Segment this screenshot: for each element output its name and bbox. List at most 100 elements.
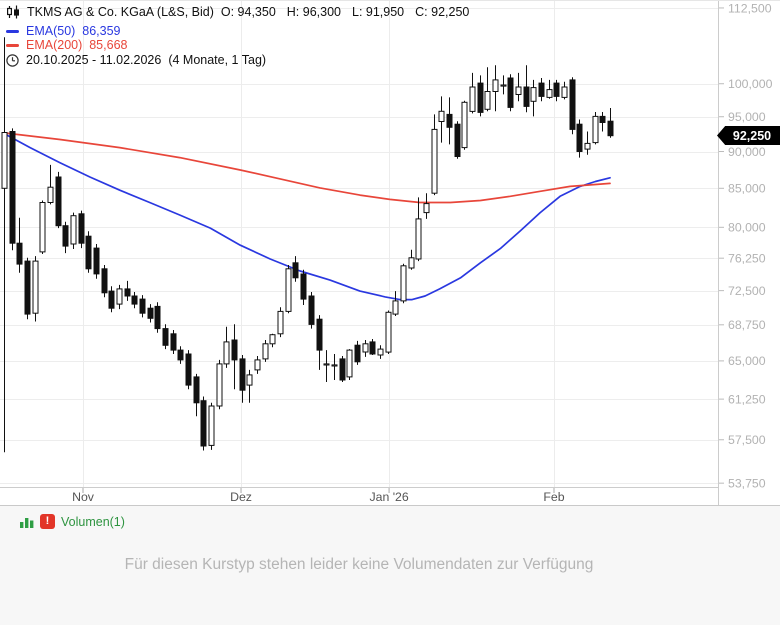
candle-body xyxy=(469,86,476,112)
candle-body xyxy=(369,341,376,355)
y-axis-label: 53,750 xyxy=(728,477,766,491)
y-axis-label: 80,000 xyxy=(728,221,766,235)
candle-body xyxy=(431,128,438,194)
no-volume-message: Für diesen Kurstyp stehen leider keine V… xyxy=(124,556,594,573)
candle-body xyxy=(523,86,530,107)
y-axis-label: 65,000 xyxy=(728,354,766,368)
candlestick-chart[interactable]: 112,500 100,000 95,000 90,000 85,000 80,000 76… xyxy=(0,0,780,505)
instrument-title: TKMS AG & Co. KGaA (L&S, Bid) xyxy=(27,5,214,19)
candle-body xyxy=(454,123,461,157)
candle-body xyxy=(316,318,323,351)
candle-body xyxy=(139,298,146,314)
bar-chart-icon xyxy=(20,518,34,528)
low-value: L: 91,950 xyxy=(352,5,405,19)
candle-body xyxy=(300,273,307,300)
last-price-badge: 92,250 xyxy=(717,126,780,145)
candle-body xyxy=(354,344,361,363)
date-range-row: 20.10.2025 - 11.02.2026 (4 Monate, 1 Tag… xyxy=(6,53,266,67)
y-axis-label: 90,000 xyxy=(728,145,766,159)
candle-body xyxy=(62,225,69,247)
candle-body xyxy=(561,86,568,98)
candle-body xyxy=(9,131,16,244)
candle-body xyxy=(515,86,522,95)
ema-lines xyxy=(3,132,611,301)
candle-body xyxy=(269,334,276,345)
candle-body xyxy=(507,77,514,108)
candle-body xyxy=(438,110,445,123)
y-axis-label: 85,000 xyxy=(728,182,766,196)
ema-line-EMA(200) xyxy=(3,132,611,204)
candle-body xyxy=(377,348,384,356)
gridlines xyxy=(0,0,718,487)
candle-body xyxy=(47,186,54,203)
y-axis-label: 61,250 xyxy=(728,392,766,406)
candle-body xyxy=(607,120,614,137)
candles xyxy=(1,37,614,453)
candle-body xyxy=(346,349,353,378)
candle-body xyxy=(216,363,223,407)
ema-line-EMA(50) xyxy=(3,132,611,301)
range-duration: (4 Monate, 1 Tag) xyxy=(168,53,267,67)
candle-body xyxy=(392,300,399,315)
ema50-dash-icon xyxy=(6,29,19,33)
x-axis-label: Dez xyxy=(230,490,252,504)
candle-body xyxy=(85,235,92,270)
candle-body xyxy=(39,202,46,253)
candle-body xyxy=(599,115,606,124)
candle-body xyxy=(108,290,115,309)
candle-body xyxy=(285,268,292,312)
candle-body xyxy=(32,260,39,314)
candle-body xyxy=(24,260,31,315)
candle-body xyxy=(193,376,200,404)
candle-body xyxy=(492,79,499,93)
candle-body xyxy=(538,82,545,97)
candle-body xyxy=(553,82,560,97)
chart-title-row: TKMS AG & Co. KGaA (L&S, Bid) O: 94,350 … xyxy=(6,5,469,19)
candle-body xyxy=(584,142,591,150)
candle-body xyxy=(592,115,599,144)
candle-body xyxy=(262,343,269,360)
legend-item-ema50[interactable]: EMA(50) 86,359 xyxy=(6,24,121,38)
candle-body xyxy=(170,333,177,351)
candle-body xyxy=(484,91,491,110)
y-axis-label: 68,750 xyxy=(728,318,766,332)
open-value: O: 94,350 xyxy=(220,5,276,19)
candle-body xyxy=(385,311,392,353)
price-chart-panel: 112,500 100,000 95,000 90,000 85,000 80,000 76… xyxy=(0,0,780,505)
alert-icon: ! xyxy=(40,514,55,529)
volume-label: Volumen(1) xyxy=(61,514,125,529)
ema50-label: EMA(50) 86,359 xyxy=(26,24,121,38)
candle-body xyxy=(423,203,430,214)
ema200-label: EMA(200) 85,668 xyxy=(26,38,128,52)
candle-body xyxy=(530,87,537,102)
volume-indicator-legend[interactable]: ! Volumen(1) xyxy=(20,514,125,529)
candle-body xyxy=(323,363,330,366)
panel-top-border xyxy=(0,0,780,1)
candle-body xyxy=(400,265,407,302)
candle-body xyxy=(292,262,299,279)
candle-body xyxy=(124,288,131,297)
candle-body xyxy=(477,82,484,113)
y-axis-label: 112,500 xyxy=(728,1,772,15)
candle-body xyxy=(200,400,207,447)
candle-body xyxy=(362,343,369,353)
x-axis-label: Feb xyxy=(543,490,564,504)
candle-body xyxy=(70,215,77,245)
x-axis-label: Jan '26 xyxy=(369,490,408,504)
clock-icon xyxy=(6,53,19,67)
candle-body xyxy=(162,328,169,346)
candle-body xyxy=(147,307,154,319)
candle-body xyxy=(231,339,238,361)
legend-item-ema200[interactable]: EMA(200) 85,668 xyxy=(6,38,127,52)
candle-body xyxy=(1,132,8,189)
candle-body xyxy=(208,405,215,446)
y-axis-label: 100,000 xyxy=(728,77,773,91)
candle-body xyxy=(16,242,23,265)
candle-body xyxy=(461,101,468,149)
candle-body xyxy=(223,341,230,365)
candle-body xyxy=(185,353,192,386)
candle-body xyxy=(339,358,346,381)
axes: 112,500 100,000 95,000 90,000 85,000 80,000 76… xyxy=(0,0,773,505)
ohlc-values: O: 94,350 H: 96,300 L: 91,950 C: 92,250 xyxy=(221,5,469,19)
panel-divider xyxy=(0,505,780,506)
